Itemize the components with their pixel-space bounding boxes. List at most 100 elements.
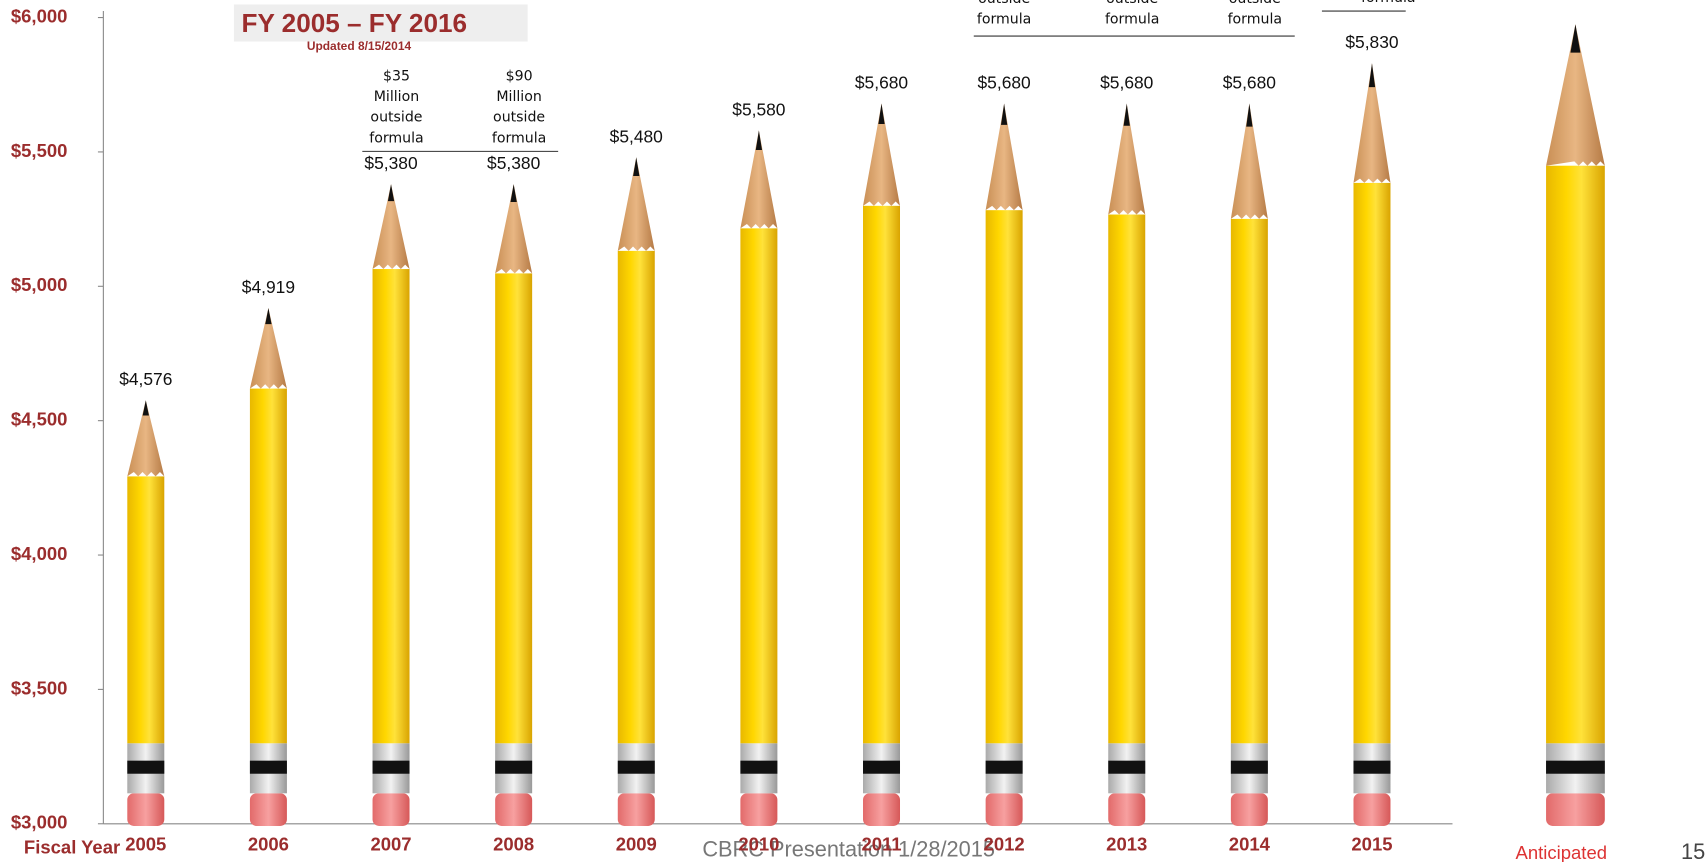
pencil-band xyxy=(1546,761,1605,774)
y-tick-label: $5,500 xyxy=(11,140,68,161)
y-tick-label: $3,000 xyxy=(11,812,68,833)
x-tick-label: 2015 xyxy=(1351,833,1392,854)
x-tick-label: 2012 xyxy=(984,833,1025,854)
page: body { margin: 0; background: #fff; font… xyxy=(0,0,1706,862)
y-tick-label: $4,500 xyxy=(11,409,68,430)
annotation: outside xyxy=(1229,0,1281,7)
pencil-lead xyxy=(1001,104,1007,125)
pencil-band xyxy=(618,761,655,774)
value-label: $5,830 xyxy=(1345,32,1398,52)
pencil xyxy=(127,400,164,826)
pencil-lead xyxy=(1369,63,1375,87)
pencil-body xyxy=(373,269,410,743)
pencil-band xyxy=(1353,761,1390,774)
x-tick-label: 2011 xyxy=(861,833,901,854)
pencil-body xyxy=(618,251,655,743)
chart-title: FY 2005 – FY 2016 xyxy=(242,8,467,38)
value-label: $5,380 xyxy=(364,153,417,173)
pencil-body xyxy=(1108,215,1145,744)
pencil xyxy=(1231,104,1268,826)
pencil-lead xyxy=(633,157,639,176)
annotation: outside xyxy=(493,110,545,126)
chart-subtitle: Updated 8/15/2014 xyxy=(307,39,412,53)
pencil-eraser xyxy=(986,793,1023,826)
pencil-band xyxy=(250,761,287,774)
value-label: $5,580 xyxy=(732,99,785,119)
y-tick-label: $3,500 xyxy=(11,677,68,698)
pencil-lead xyxy=(143,400,149,415)
annotation: outside xyxy=(1106,0,1158,7)
pencil-band xyxy=(1108,761,1145,774)
pencil-body xyxy=(250,389,287,744)
page-body: {"chart_data": {"type": "pencil", "title… xyxy=(0,0,1706,862)
pencil-band xyxy=(863,761,900,774)
pencil-eraser xyxy=(495,793,532,826)
pencil-band xyxy=(495,761,532,774)
pencil-lead xyxy=(511,184,517,202)
x-tick-label: 2007 xyxy=(370,833,411,854)
x-axis-label: Fiscal Year xyxy=(24,837,120,858)
x-tick-label: 2013 xyxy=(1106,833,1147,854)
x-tick-label: 2009 xyxy=(616,833,657,854)
value-label: $5,680 xyxy=(1223,73,1276,93)
annotation: formula xyxy=(1228,12,1282,28)
pencil-lead xyxy=(1124,104,1130,126)
x-tick-label: 2008 xyxy=(493,833,534,854)
pencil-body xyxy=(986,210,1023,743)
annotation: Million xyxy=(374,89,419,105)
pencil-lead xyxy=(756,130,762,150)
pencil-band xyxy=(1231,761,1268,774)
pencil xyxy=(740,130,777,826)
pencil-eraser xyxy=(1231,793,1268,826)
x-tick-label: 2006 xyxy=(248,833,289,854)
pencil xyxy=(863,104,900,826)
chart: FY 2005 – FY 2016 Updated 8/15/2014 Fisc… xyxy=(0,0,1706,862)
x-tick-label: 2010 xyxy=(738,833,779,854)
pencil-body xyxy=(863,206,900,743)
value-label: $5,380 xyxy=(487,153,540,173)
pencil xyxy=(250,308,287,826)
pencil-eraser xyxy=(1546,793,1605,826)
pencil-band xyxy=(740,761,777,774)
pencil-lead xyxy=(388,184,394,201)
value-label: $5,680 xyxy=(978,73,1031,93)
pencil xyxy=(495,184,532,826)
pencil xyxy=(986,104,1023,826)
x-tick-label: 2014 xyxy=(1229,833,1271,854)
pencil xyxy=(373,184,410,826)
x-tick-label: 2005 xyxy=(125,833,166,854)
value-label: $4,576 xyxy=(119,369,172,389)
annotation: formula xyxy=(977,12,1031,28)
annotation: formula xyxy=(1361,0,1415,6)
pencil xyxy=(1546,24,1605,826)
pencil-eraser xyxy=(250,793,287,826)
value-label: $4,919 xyxy=(242,277,295,297)
pencil-eraser xyxy=(1353,793,1390,826)
pencil-lead xyxy=(1246,104,1252,127)
x-tick-label: Anticipated xyxy=(1516,842,1607,862)
pencil-body xyxy=(1231,219,1268,743)
annotation: formula xyxy=(492,130,546,146)
annotation: $90 xyxy=(506,68,533,84)
pencil-eraser xyxy=(618,793,655,826)
annotation: Million xyxy=(496,89,541,105)
annotation: $35 xyxy=(383,68,410,84)
y-tick-label: $4,000 xyxy=(11,543,68,564)
pencil-band xyxy=(986,761,1023,774)
pencil xyxy=(618,157,655,826)
value-label: $5,480 xyxy=(610,126,663,146)
pencil-lead xyxy=(265,308,271,324)
pencil-eraser xyxy=(127,793,164,826)
value-label: $5,680 xyxy=(855,73,908,93)
pencil-body xyxy=(127,476,164,743)
y-tick-label: $6,000 xyxy=(11,5,68,26)
pencil-body xyxy=(740,228,777,743)
pencil-body xyxy=(495,273,532,743)
pencil-lead xyxy=(878,104,884,124)
annotation: outside xyxy=(978,0,1030,7)
pencil-eraser xyxy=(740,793,777,826)
annotation: outside xyxy=(370,110,422,126)
annotation: formula xyxy=(1105,12,1159,28)
pencil-body xyxy=(1353,183,1390,743)
y-tick-label: $5,000 xyxy=(11,274,68,295)
